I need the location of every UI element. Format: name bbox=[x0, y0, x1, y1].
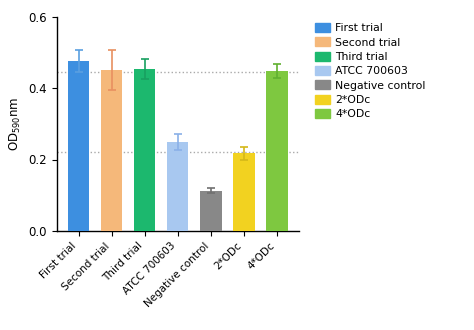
Bar bbox=[266, 71, 288, 231]
Bar bbox=[101, 70, 122, 231]
Bar bbox=[68, 61, 89, 231]
Legend: First trial, Second trial, Third trial, ATCC 700603, Negative control, 2*ODc, 4*: First trial, Second trial, Third trial, … bbox=[314, 22, 427, 120]
Bar bbox=[167, 142, 189, 231]
Bar bbox=[233, 153, 255, 231]
Y-axis label: OD$_{590}$nm: OD$_{590}$nm bbox=[8, 97, 23, 151]
Bar bbox=[200, 191, 221, 231]
Bar bbox=[134, 69, 155, 231]
